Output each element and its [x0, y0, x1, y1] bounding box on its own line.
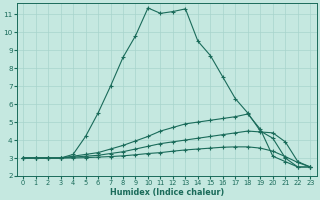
X-axis label: Humidex (Indice chaleur): Humidex (Indice chaleur)	[109, 188, 224, 197]
